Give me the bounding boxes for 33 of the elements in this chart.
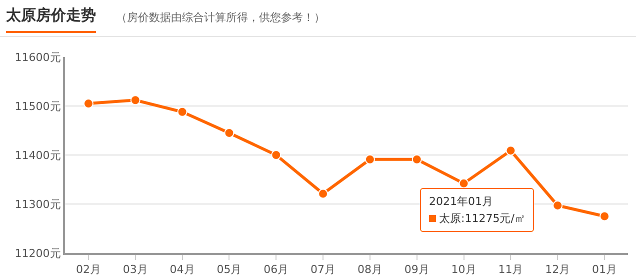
x-tick-label: 06月 — [264, 263, 289, 276]
point — [271, 150, 282, 160]
x-tick-label: 11月 — [498, 263, 524, 276]
point — [177, 106, 188, 117]
y-tick-label: 11300元 — [14, 198, 61, 211]
annotation: 太原:11275元/㎡ — [439, 212, 526, 225]
y-tick-label: 11400元 — [14, 148, 61, 162]
x-tick-label: 01月 — [592, 263, 618, 276]
y-tick-label: 11200元 — [14, 246, 61, 260]
x-tick-label: 04月 — [170, 263, 195, 276]
x-tick-label: 08月 — [357, 263, 382, 276]
x-tick-label: 07月 — [310, 263, 336, 276]
chart-subtitle: （房价数据由综合计算所得，供您参考！） — [116, 10, 325, 25]
chart-title: 太原房价走势 — [6, 6, 96, 33]
x-tick-label: 09月 — [404, 263, 430, 276]
point — [224, 128, 234, 138]
point — [364, 154, 375, 164]
y-tick-label: 11600元 — [14, 50, 61, 64]
point — [412, 154, 422, 164]
point — [552, 200, 563, 210]
point — [458, 178, 469, 188]
x-tick-label: 05月 — [216, 263, 242, 276]
point — [130, 95, 140, 106]
annotation: 2021年01月 — [429, 195, 493, 208]
x-tick-label: 02月 — [76, 263, 101, 276]
point — [506, 146, 516, 156]
point — [600, 211, 610, 222]
y-tick-label: 11500元 — [14, 100, 61, 113]
point — [83, 98, 94, 109]
point — [318, 188, 328, 199]
x-tick-label: 10月 — [451, 263, 476, 276]
x-tick-label: 03月 — [122, 263, 148, 276]
x-tick-label: 12月 — [545, 263, 570, 276]
